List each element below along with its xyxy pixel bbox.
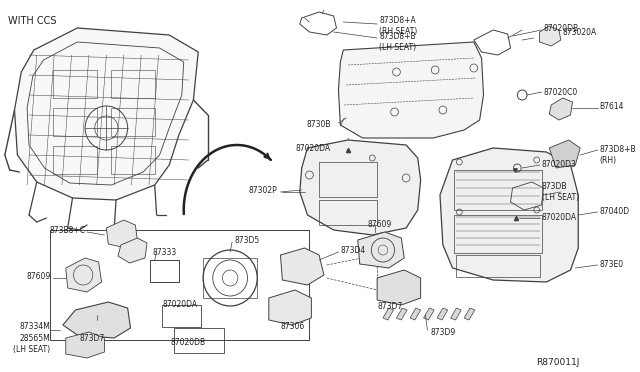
Text: 873D9: 873D9 (430, 328, 456, 337)
Polygon shape (424, 308, 434, 320)
Text: 87020DB: 87020DB (543, 24, 579, 33)
Text: WITH CCS: WITH CCS (8, 16, 56, 26)
Polygon shape (396, 308, 407, 320)
Text: (LH SEAT): (LH SEAT) (13, 345, 51, 354)
Text: R870011J: R870011J (536, 358, 579, 367)
Bar (111, 70, 155, 98)
Bar (319, 200, 377, 225)
Text: 873D5: 873D5 (234, 236, 259, 245)
Text: (LH SEAT): (LH SEAT) (379, 43, 416, 52)
Text: 87040D: 87040D (600, 207, 630, 216)
Text: (RH): (RH) (600, 156, 617, 165)
Polygon shape (63, 302, 131, 338)
Bar (319, 162, 377, 197)
Text: (RH SEAT): (RH SEAT) (379, 27, 417, 36)
Polygon shape (464, 308, 475, 320)
Text: 8730B: 8730B (306, 120, 331, 129)
Bar (51, 230, 309, 340)
Polygon shape (383, 308, 394, 320)
Text: 873D8+B: 873D8+B (379, 32, 416, 41)
Text: 87302P: 87302P (249, 186, 278, 195)
Text: 873D7: 873D7 (377, 302, 403, 311)
Bar (53, 70, 97, 98)
Polygon shape (549, 98, 572, 120)
Text: 873D8+B: 873D8+B (600, 145, 636, 154)
Polygon shape (339, 42, 483, 138)
Bar (53, 146, 97, 174)
Polygon shape (437, 308, 448, 320)
Text: 87020DB: 87020DB (170, 338, 205, 347)
Text: 873D7: 873D7 (79, 334, 104, 343)
Text: 87609: 87609 (367, 220, 392, 229)
Text: 87333: 87333 (153, 248, 177, 257)
Text: 873D8+A: 873D8+A (379, 16, 416, 25)
Polygon shape (118, 238, 147, 263)
Text: 87020C0: 87020C0 (543, 88, 578, 97)
Bar (454, 170, 541, 210)
Polygon shape (66, 332, 104, 358)
Text: 873DB: 873DB (541, 182, 567, 191)
Text: 873020A: 873020A (563, 28, 597, 37)
Polygon shape (269, 290, 312, 325)
Polygon shape (66, 258, 102, 292)
Polygon shape (280, 248, 324, 285)
Polygon shape (451, 308, 461, 320)
Bar (163, 305, 201, 327)
Text: 873B8+C: 873B8+C (49, 226, 85, 235)
Bar (53, 108, 97, 136)
Text: 87306: 87306 (280, 322, 305, 331)
Polygon shape (358, 232, 404, 268)
Polygon shape (410, 308, 420, 320)
Text: (LH SEAT): (LH SEAT) (541, 193, 579, 202)
Polygon shape (15, 28, 198, 200)
Text: 87020DA: 87020DA (163, 300, 198, 309)
Text: 28565M: 28565M (20, 334, 51, 343)
Text: 873E0: 873E0 (600, 260, 623, 269)
Text: 87020D3: 87020D3 (541, 160, 577, 169)
Polygon shape (540, 26, 561, 46)
Polygon shape (549, 140, 580, 168)
Bar (203, 258, 257, 298)
Bar (454, 215, 541, 253)
Polygon shape (106, 220, 138, 248)
Text: B7614: B7614 (600, 102, 624, 111)
Text: 87609: 87609 (26, 272, 51, 281)
Polygon shape (377, 270, 420, 305)
Bar (150, 260, 179, 282)
Bar (456, 255, 540, 277)
Text: 873D4: 873D4 (340, 246, 365, 255)
Polygon shape (300, 140, 420, 235)
Bar (111, 108, 155, 136)
Text: 87020DA: 87020DA (296, 144, 331, 153)
Polygon shape (440, 148, 579, 282)
Text: 87020DA: 87020DA (541, 213, 577, 222)
Bar (111, 146, 155, 174)
Text: 87334M: 87334M (19, 322, 50, 331)
Bar (174, 328, 225, 353)
